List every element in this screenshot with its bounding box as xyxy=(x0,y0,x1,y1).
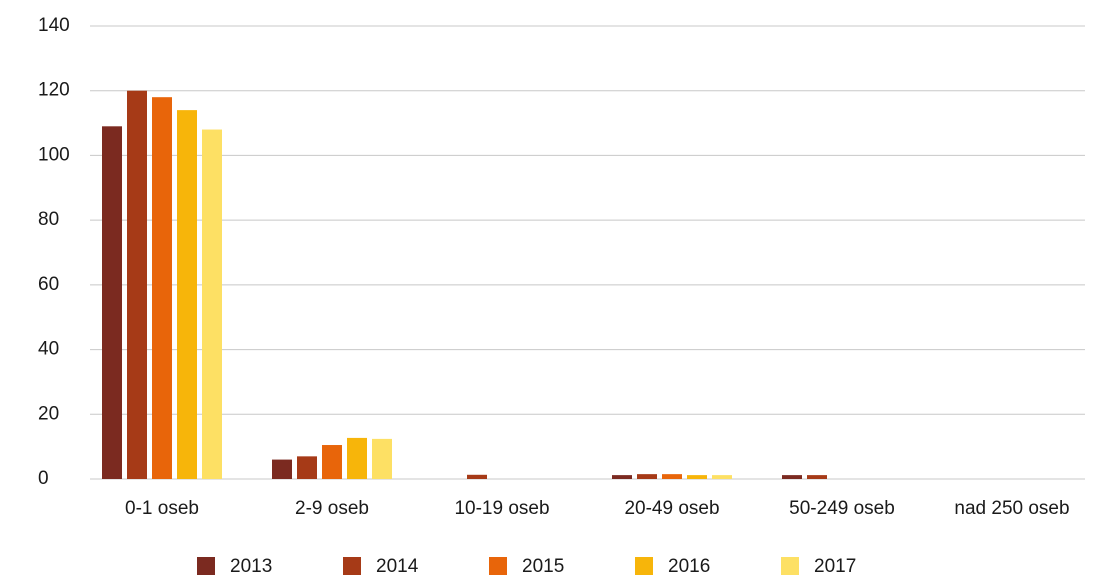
legend-swatch xyxy=(489,557,507,575)
y-tick-label: 140 xyxy=(38,15,70,36)
bar xyxy=(637,474,657,479)
bar xyxy=(127,90,147,479)
bar xyxy=(372,438,392,479)
legend-swatch xyxy=(635,557,653,575)
y-tick-label: 80 xyxy=(38,209,59,230)
legend-swatch xyxy=(781,557,799,575)
bar xyxy=(347,437,367,479)
legend-swatch xyxy=(197,557,215,575)
x-tick-label: 0-1 oseb xyxy=(125,498,199,519)
bar xyxy=(102,126,122,480)
y-tick-label: 120 xyxy=(38,80,70,101)
legend-label: 2014 xyxy=(376,556,419,575)
bar xyxy=(202,129,222,480)
y-tick-label: 40 xyxy=(38,339,59,360)
bar xyxy=(272,459,292,479)
bar xyxy=(467,474,487,479)
bar xyxy=(782,475,802,479)
bar xyxy=(687,475,707,479)
legend-label: 2017 xyxy=(814,556,856,575)
bar xyxy=(177,110,197,479)
legend-swatch xyxy=(343,557,361,575)
x-tick-label: nad 250 oseb xyxy=(954,498,1069,519)
y-tick-label: 100 xyxy=(38,144,70,165)
legend-label: 2015 xyxy=(522,556,564,575)
y-tick-label: 0 xyxy=(38,468,49,489)
x-tick-label: 2-9 oseb xyxy=(295,498,369,519)
y-tick-label: 60 xyxy=(38,274,59,295)
x-tick-label: 20-49 oseb xyxy=(624,498,719,519)
legend-label: 2016 xyxy=(668,556,710,575)
bar xyxy=(322,445,342,479)
x-tick-label: 50-249 oseb xyxy=(789,498,895,519)
bar xyxy=(807,475,827,479)
x-tick-label: 10-19 oseb xyxy=(454,498,549,519)
legend-label: 2013 xyxy=(230,556,272,575)
bar xyxy=(662,474,682,479)
bar xyxy=(297,456,317,479)
bar xyxy=(612,475,632,479)
bar xyxy=(712,475,732,479)
bar xyxy=(152,97,172,479)
y-tick-label: 20 xyxy=(38,403,59,424)
